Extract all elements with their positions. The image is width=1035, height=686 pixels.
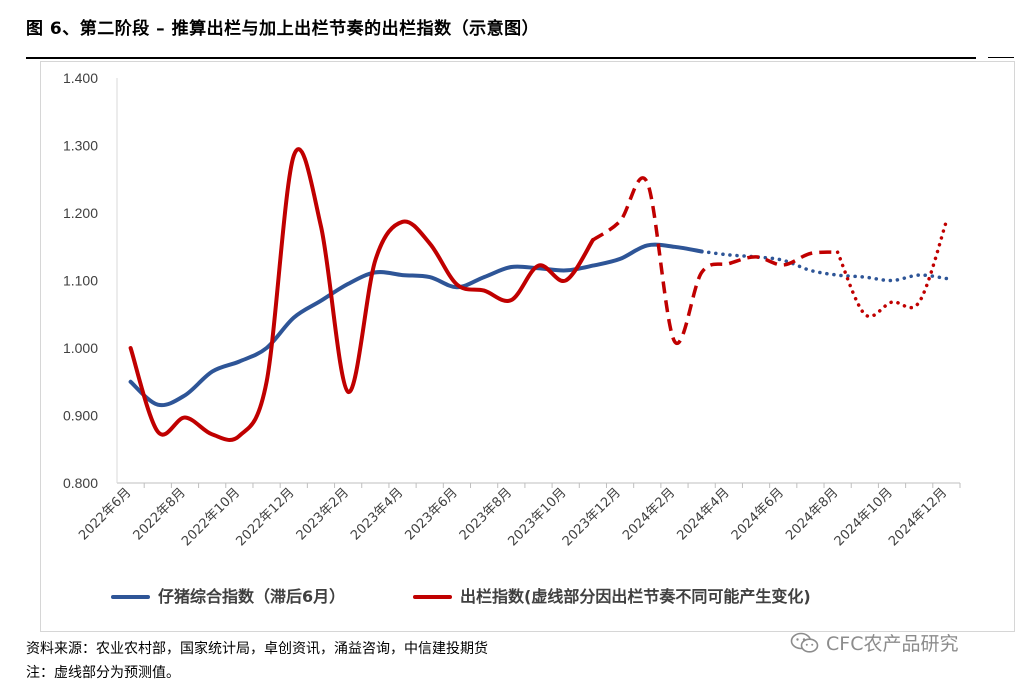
x-tick-label: 2023年2月: [294, 485, 352, 543]
y-tick-label: 1.000: [63, 340, 98, 356]
footnote: 注：虚线部分为预测值。: [26, 665, 180, 681]
y-tick-label: 0.900: [63, 408, 98, 424]
x-tick-label: 2022年6月: [76, 485, 134, 543]
series-2-solid-line: [128, 147, 595, 442]
x-tick-label: 2024年4月: [674, 485, 732, 543]
chart-frame: [40, 61, 1015, 632]
watermark: CFC农产品研究: [790, 629, 958, 656]
x-tick-label: 2024年6月: [729, 485, 787, 543]
series-1-solid-line: [128, 242, 704, 408]
wechat-icon: [790, 632, 819, 653]
legend-label-2: 出栏指数(虚线部分因出栏节奏不同可能产生变化): [460, 587, 811, 606]
x-tick-label: 2022年8月: [131, 485, 189, 543]
x-tick-label: 2023年8月: [457, 485, 515, 543]
x-tick-label: 2022年12月: [233, 485, 297, 549]
series-1-dotted-line: [699, 249, 949, 283]
legend-label-1: 仔猪综合指数（滞后6月）: [158, 587, 345, 606]
axes: 0.800 0.900 1.000 1.100 1.200 1.300 1.400 2022年…: [63, 70, 961, 549]
x-tick-label: 2024年2月: [620, 485, 678, 543]
series-layer: [128, 147, 949, 442]
source-note: 资料来源：农业农村部，国家统计局，卓创资讯，涌益咨询，中信建投期货: [26, 641, 488, 657]
y-tick-label: 0.800: [63, 475, 98, 491]
figure-title: 图 6、第二阶段 – 推算出栏与加上出栏节奏的出栏指数（示意图）: [26, 19, 540, 39]
y-tick-label: 1.100: [63, 273, 98, 289]
series-2-dotted-line: [835, 219, 949, 318]
series-2-dashed-line: [591, 176, 838, 346]
legend: 仔猪综合指数（滞后6月） 出栏指数(虚线部分因出栏节奏不同可能产生变化): [111, 587, 811, 606]
watermark-text: CFC农产品研究: [826, 633, 959, 655]
x-tick-label: 2023年4月: [348, 485, 406, 543]
title-rule-right: [988, 57, 1014, 58]
x-tick-label: 2024年8月: [783, 485, 841, 543]
x-tick-label: 2023年6月: [403, 485, 461, 543]
y-tick-label: 1.200: [63, 205, 98, 221]
y-tick-label: 1.300: [63, 138, 98, 154]
x-tick-label: 2024年12月: [886, 485, 950, 549]
title-rule: [26, 57, 976, 59]
y-tick-label: 1.400: [63, 70, 98, 86]
x-tick-label: 2023年12月: [560, 485, 624, 549]
